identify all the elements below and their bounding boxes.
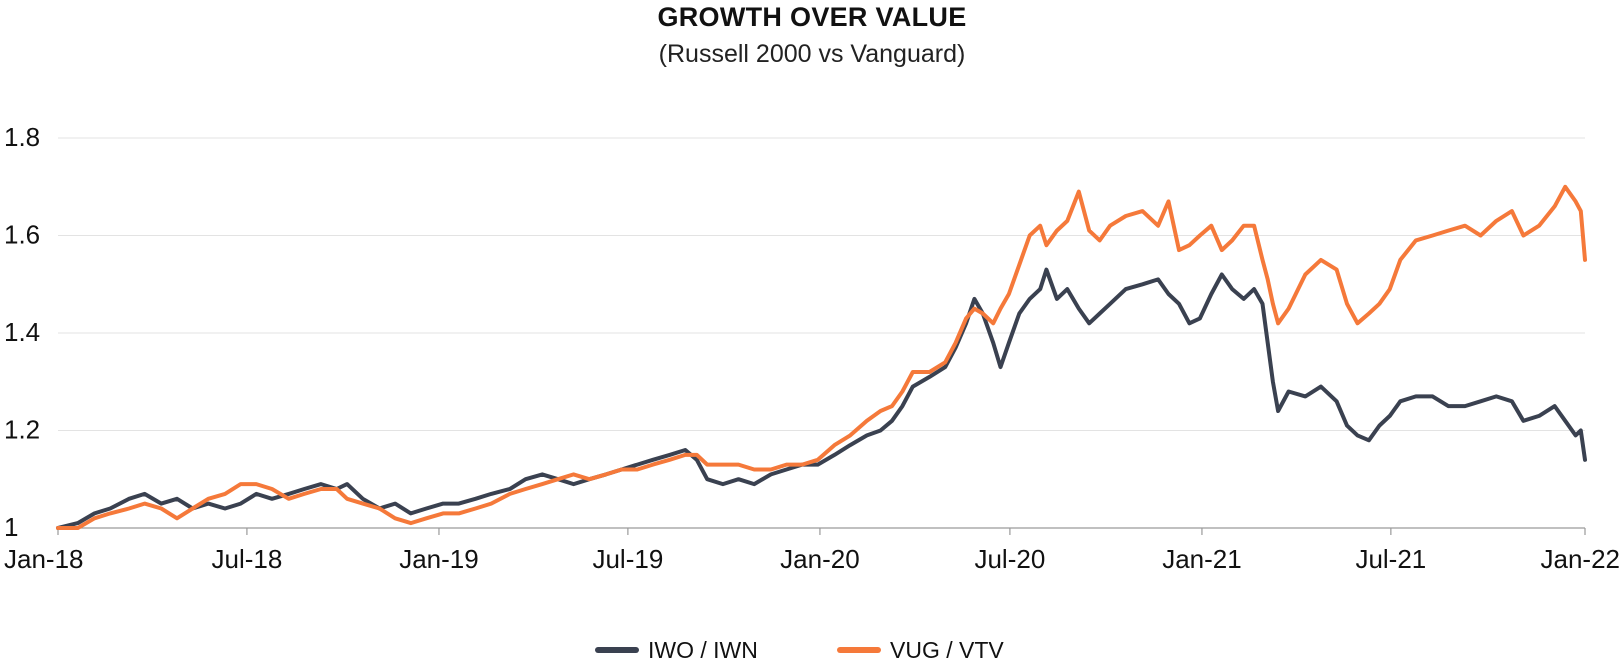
y-tick-label: 1.2 [4,415,40,445]
x-tick-label: Jul-21 [1355,544,1426,574]
x-tick-label: Jan-22 [1541,544,1621,574]
series-line-iwo-iwn [56,267,1587,530]
legend-label: IWO / IWN [648,637,758,663]
legend: IWO / IWN VUG / VTV [595,637,1004,663]
gridlines [58,137,1585,529]
series-line-vug-vtv [56,184,1587,530]
x-tick-label: Jan-18 [4,544,84,574]
chart-title: GROWTH OVER VALUE [657,2,967,32]
x-tick-label: Jul-19 [592,544,663,574]
y-tick-label: 1.6 [4,220,40,250]
x-tick-label: Jan-20 [780,544,860,574]
y-tick-label: 1 [4,512,18,542]
x-tick-label: Jan-19 [399,544,479,574]
series-lines [56,184,1587,530]
y-tick-label: 1.8 [4,122,40,152]
y-axis: 1 1.2 1.4 1.6 1.8 [4,122,40,542]
x-tick-label: Jul-18 [212,544,283,574]
y-tick-label: 1.4 [4,317,40,347]
x-tick-label: Jan-21 [1162,544,1242,574]
chart-subtitle: (Russell 2000 vs Vanguard) [658,40,966,68]
legend-label: VUG / VTV [890,637,1004,663]
x-axis: Jan-18 Jul-18 Jan-19 Jul-19 Jan-20 Jul-20 Jan-… [4,528,1620,574]
x-tick-label: Jul-20 [974,544,1045,574]
